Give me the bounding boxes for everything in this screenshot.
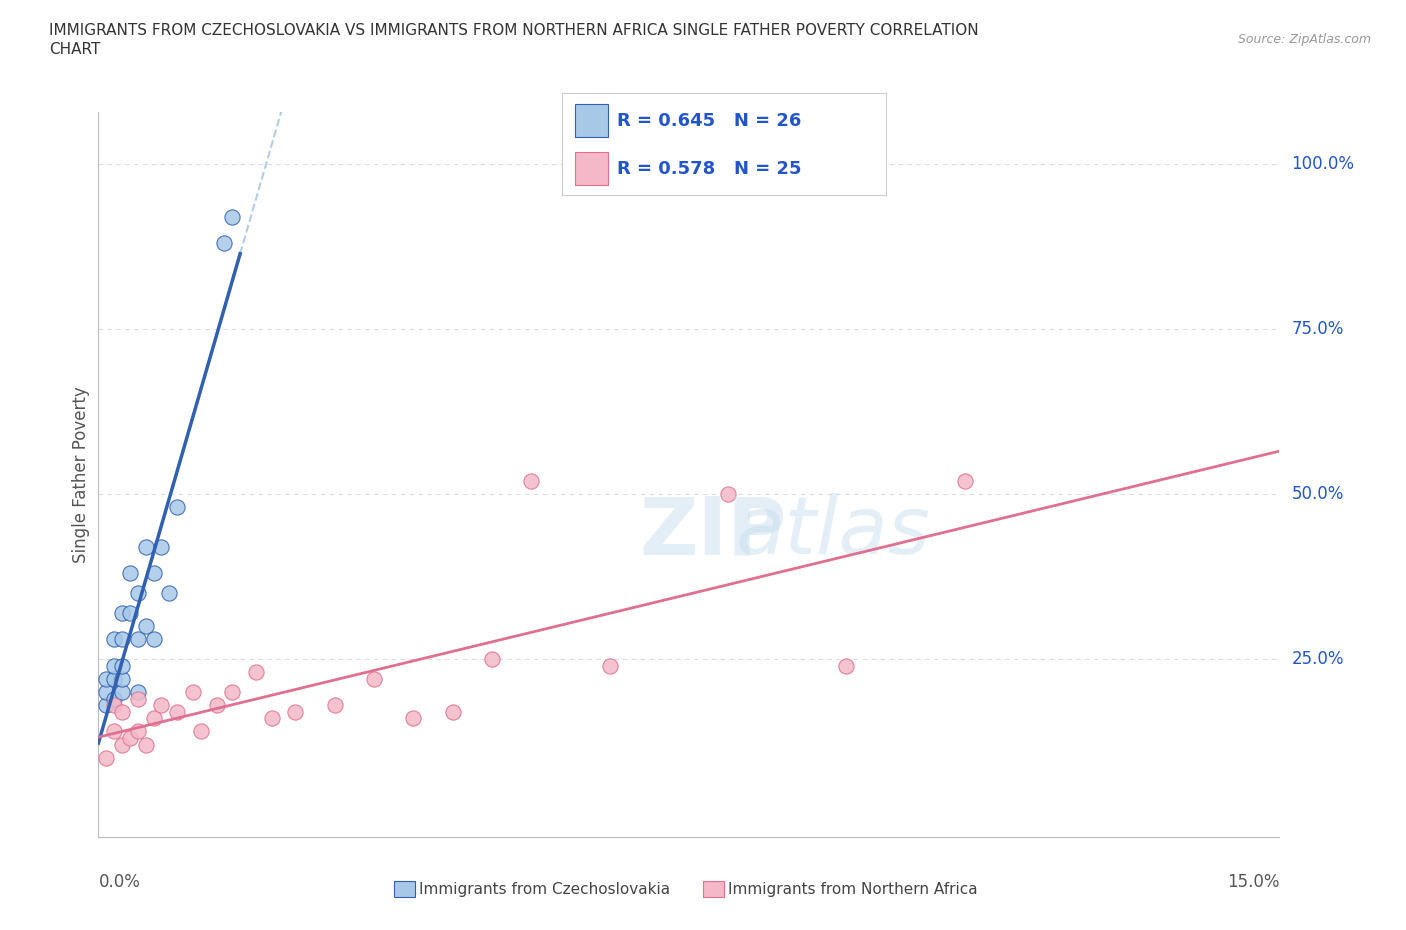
- Point: [481, 652, 503, 667]
- Point: [103, 698, 125, 712]
- Point: [118, 605, 141, 620]
- Point: [118, 731, 141, 746]
- Point: [402, 711, 425, 725]
- Point: [127, 684, 149, 699]
- Point: [221, 209, 243, 224]
- Point: [103, 724, 125, 739]
- Text: Immigrants from Northern Africa: Immigrants from Northern Africa: [728, 882, 979, 897]
- Text: Immigrants from Czechoslovakia: Immigrants from Czechoslovakia: [419, 882, 671, 897]
- Point: [221, 684, 243, 699]
- Point: [118, 565, 141, 580]
- Point: [111, 631, 134, 646]
- Point: [103, 631, 125, 646]
- Point: [111, 704, 134, 719]
- Text: CHART: CHART: [49, 42, 101, 57]
- Point: [111, 658, 134, 673]
- Point: [181, 684, 204, 699]
- Point: [599, 658, 621, 673]
- Point: [96, 671, 118, 686]
- Text: 50.0%: 50.0%: [1291, 485, 1344, 503]
- Text: atlas: atlas: [737, 493, 931, 571]
- Point: [260, 711, 283, 725]
- Y-axis label: Single Father Poverty: Single Father Poverty: [72, 386, 90, 563]
- Point: [103, 658, 125, 673]
- Bar: [575, 104, 607, 137]
- Text: 100.0%: 100.0%: [1291, 155, 1354, 173]
- Point: [111, 737, 134, 752]
- Point: [142, 631, 165, 646]
- Point: [111, 671, 134, 686]
- Point: [103, 849, 125, 864]
- Point: [323, 698, 346, 712]
- Point: [284, 704, 307, 719]
- Point: [142, 711, 165, 725]
- Point: [214, 236, 236, 251]
- Point: [96, 698, 118, 712]
- Point: [111, 605, 134, 620]
- Point: [135, 539, 157, 554]
- Point: [127, 586, 149, 601]
- Point: [166, 499, 188, 514]
- Bar: [575, 153, 607, 185]
- Point: [96, 684, 118, 699]
- Point: [103, 671, 125, 686]
- Point: [127, 691, 149, 706]
- Point: [157, 586, 180, 601]
- Point: [717, 486, 740, 501]
- Point: [150, 539, 173, 554]
- Point: [953, 473, 976, 488]
- Text: IMMIGRANTS FROM CZECHOSLOVAKIA VS IMMIGRANTS FROM NORTHERN AFRICA SINGLE FATHER : IMMIGRANTS FROM CZECHOSLOVAKIA VS IMMIGR…: [49, 23, 979, 38]
- Text: R = 0.645   N = 26: R = 0.645 N = 26: [617, 112, 801, 129]
- Point: [135, 618, 157, 633]
- Point: [363, 671, 385, 686]
- Point: [127, 631, 149, 646]
- Point: [166, 704, 188, 719]
- Text: Source: ZipAtlas.com: Source: ZipAtlas.com: [1237, 33, 1371, 46]
- Point: [245, 665, 267, 680]
- Text: ZIP: ZIP: [638, 493, 786, 571]
- Text: 75.0%: 75.0%: [1291, 320, 1344, 339]
- Point: [190, 724, 212, 739]
- Text: 25.0%: 25.0%: [1291, 650, 1344, 668]
- Point: [835, 658, 858, 673]
- Point: [150, 698, 173, 712]
- Point: [103, 691, 125, 706]
- Point: [142, 565, 165, 580]
- Text: R = 0.578   N = 25: R = 0.578 N = 25: [617, 160, 801, 178]
- Text: 15.0%: 15.0%: [1227, 873, 1279, 891]
- Point: [135, 737, 157, 752]
- Point: [520, 473, 543, 488]
- Point: [441, 704, 464, 719]
- Text: 0.0%: 0.0%: [98, 873, 141, 891]
- Point: [205, 698, 228, 712]
- Point: [96, 751, 118, 765]
- Point: [111, 684, 134, 699]
- Point: [127, 724, 149, 739]
